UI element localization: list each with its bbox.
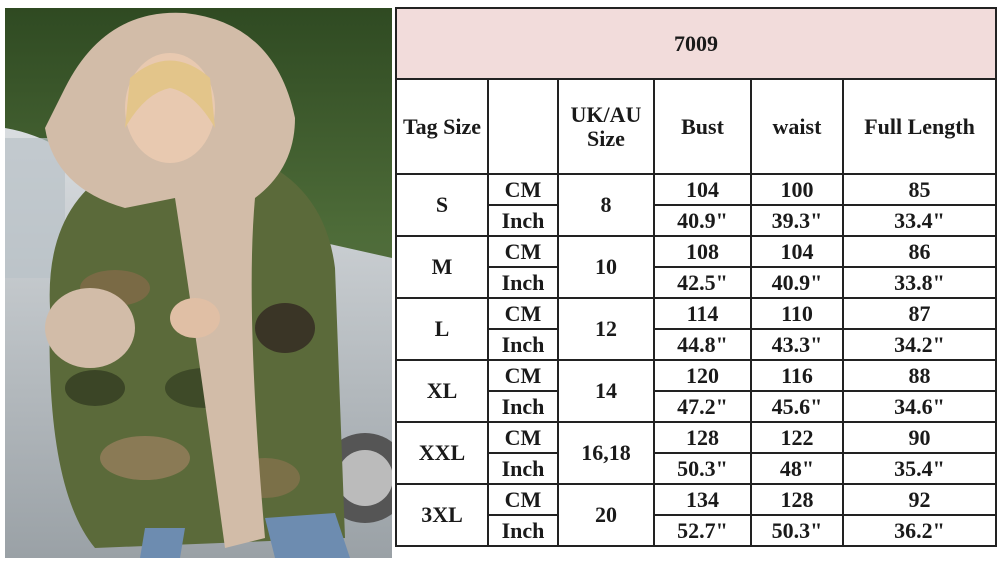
header-unit xyxy=(487,78,559,175)
unit-cell: CM xyxy=(487,483,559,516)
tag-size-cell: 3XL xyxy=(395,483,489,547)
table-row-cm: 3XL CM 20 134 128 92 xyxy=(395,483,998,547)
waist-cell: 110 xyxy=(750,297,844,330)
waist-cell: 104 xyxy=(750,235,844,268)
waist-cell: 48" xyxy=(750,452,844,485)
length-cell: 90 xyxy=(841,421,998,454)
bust-cell: 44.8" xyxy=(653,328,752,361)
table-row-cm: M CM 10 108 104 86 xyxy=(395,235,998,299)
bust-cell: 50.3" xyxy=(653,452,752,485)
table-row-inch: Inch 47.2" 45.6" 34.6" xyxy=(396,390,998,423)
bust-cell: 128 xyxy=(653,421,752,454)
header-waist: waist xyxy=(750,78,844,175)
tag-size-cell: XL xyxy=(395,359,489,423)
unit-cell: Inch xyxy=(487,328,559,361)
uk-au-size-cell: 20 xyxy=(557,483,655,547)
bust-cell: 120 xyxy=(653,359,752,392)
table-row-inch: Inch 50.3" 48" 35.4" xyxy=(396,452,998,485)
length-cell: 92 xyxy=(841,483,998,516)
length-cell: 85 xyxy=(841,173,998,206)
bust-cell: 114 xyxy=(653,297,752,330)
header-uk-au-size: UK/AU Size xyxy=(557,78,655,175)
table-row-inch: Inch 42.5" 40.9" 33.8" xyxy=(396,266,998,299)
table-row-cm: XL CM 14 120 116 88 xyxy=(395,359,998,423)
table-row-cm: S CM 8 104 100 85 xyxy=(395,173,998,237)
unit-cell: CM xyxy=(487,173,559,206)
tag-size-cell: L xyxy=(395,297,489,361)
waist-cell: 43.3" xyxy=(750,328,844,361)
bust-cell: 40.9" xyxy=(653,204,752,237)
tag-size-cell: M xyxy=(395,235,489,299)
length-cell: 87 xyxy=(841,297,998,330)
waist-cell: 40.9" xyxy=(750,266,844,299)
header-bust: Bust xyxy=(653,78,752,175)
unit-cell: CM xyxy=(487,421,559,454)
unit-cell: Inch xyxy=(487,266,559,299)
header-full-length: Full Length xyxy=(841,78,998,175)
header-tag-size: Tag Size xyxy=(395,78,489,175)
unit-cell: Inch xyxy=(487,390,559,423)
waist-cell: 100 xyxy=(750,173,844,206)
tag-size-cell: XXL xyxy=(395,421,489,485)
uk-au-size-cell: 16,18 xyxy=(557,421,655,485)
unit-cell: Inch xyxy=(487,204,559,237)
bust-cell: 47.2" xyxy=(653,390,752,423)
table-row-inch: Inch 44.8" 43.3" 34.2" xyxy=(396,328,998,361)
length-cell: 33.8" xyxy=(841,266,998,299)
bust-cell: 134 xyxy=(653,483,752,516)
unit-cell: Inch xyxy=(487,514,559,547)
length-cell: 86 xyxy=(841,235,998,268)
header-row: Tag Size UK/AU Size Bust waist Full Leng… xyxy=(395,78,998,175)
waist-cell: 122 xyxy=(750,421,844,454)
unit-cell: CM xyxy=(487,235,559,268)
waist-cell: 128 xyxy=(750,483,844,516)
table-row-inch: Inch 52.7" 50.3" 36.2" xyxy=(396,514,998,547)
chart-title: 7009 xyxy=(394,7,998,80)
uk-au-size-cell: 14 xyxy=(557,359,655,423)
uk-au-size-cell: 10 xyxy=(557,235,655,299)
length-cell: 88 xyxy=(841,359,998,392)
length-cell: 36.2" xyxy=(841,514,998,547)
table-row-cm: XXL CM 16,18 128 122 90 xyxy=(395,421,998,485)
length-cell: 34.2" xyxy=(841,328,998,361)
waist-cell: 50.3" xyxy=(750,514,844,547)
bust-cell: 52.7" xyxy=(653,514,752,547)
table-row-cm: L CM 12 114 110 87 xyxy=(395,297,998,361)
length-cell: 33.4" xyxy=(841,204,998,237)
size-chart-table: 7009 Tag Size UK/AU Size Bust waist Full… xyxy=(394,7,998,547)
bust-cell: 104 xyxy=(653,173,752,206)
unit-cell: CM xyxy=(487,359,559,392)
table-row-inch: Inch 40.9" 39.3" 33.4" xyxy=(396,204,998,237)
waist-cell: 39.3" xyxy=(750,204,844,237)
length-cell: 34.6" xyxy=(841,390,998,423)
unit-cell: Inch xyxy=(487,452,559,485)
uk-au-size-cell: 8 xyxy=(557,173,655,237)
waist-cell: 116 xyxy=(750,359,844,392)
tag-size-cell: S xyxy=(395,173,489,237)
unit-cell: CM xyxy=(487,297,559,330)
bust-cell: 108 xyxy=(653,235,752,268)
product-photo xyxy=(5,8,392,558)
uk-au-size-cell: 12 xyxy=(557,297,655,361)
length-cell: 35.4" xyxy=(841,452,998,485)
waist-cell: 45.6" xyxy=(750,390,844,423)
bust-cell: 42.5" xyxy=(653,266,752,299)
